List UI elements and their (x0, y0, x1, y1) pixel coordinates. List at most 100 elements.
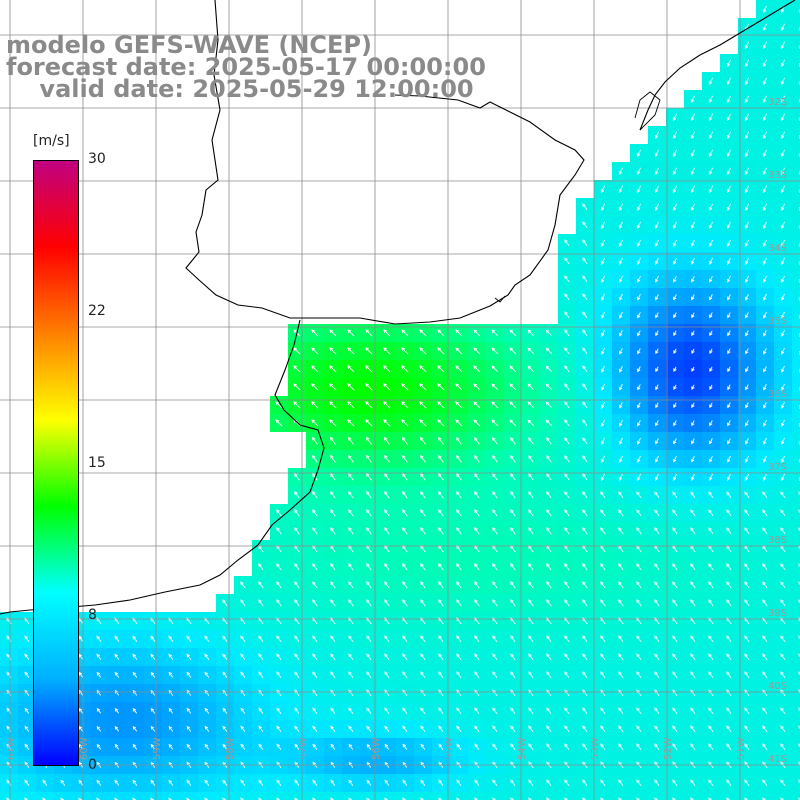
wind-arrow (348, 707, 354, 715)
wind-arrow (564, 311, 570, 319)
wind-arrow (222, 653, 228, 660)
wind-arrow (329, 347, 337, 355)
wind-cell (792, 432, 800, 450)
wind-cell (306, 792, 324, 800)
wind-arrow (456, 581, 462, 589)
wind-arrow (329, 383, 337, 391)
wind-arrow (276, 509, 282, 517)
wind-arrow (654, 653, 660, 661)
wind-arrow (618, 185, 624, 194)
wind-arrow (708, 149, 714, 158)
wind-arrow (546, 509, 552, 517)
wind-arrow (654, 779, 660, 787)
wind-arrow (24, 725, 30, 732)
wind-arrow (510, 581, 516, 589)
wind-arrow (492, 635, 498, 643)
wind-arrow (456, 653, 462, 661)
wind-arrow (780, 563, 786, 571)
wind-arrow (582, 527, 588, 535)
colorbar-tick-22: 22 (88, 303, 106, 319)
wind-arrow (312, 725, 318, 732)
latitude-label: 39S (768, 608, 787, 619)
wind-arrow (780, 401, 785, 409)
wind-arrow (366, 743, 372, 750)
wind-arrow (655, 420, 659, 427)
wind-arrow (348, 635, 354, 643)
wind-arrow (437, 401, 445, 409)
wind-arrow (329, 329, 337, 337)
wind-arrow (365, 365, 373, 373)
wind-arrow (600, 401, 605, 409)
wind-arrow (745, 402, 749, 409)
wind-arrow (419, 436, 426, 445)
wind-arrow (655, 402, 659, 409)
wind-arrow (276, 527, 282, 535)
wind-arrow (582, 743, 588, 751)
wind-arrow (691, 275, 695, 283)
wind-arrow (492, 743, 498, 751)
wind-arrow (330, 527, 336, 535)
wind-arrow (655, 438, 659, 445)
wind-arrow (240, 707, 246, 714)
wind-cell (792, 558, 800, 576)
wind-arrow (366, 509, 372, 517)
wind-arrow (690, 653, 696, 661)
wind-arrow (763, 419, 767, 427)
wind-arrow (709, 438, 713, 445)
wind-arrow (780, 23, 786, 32)
wind-cell (108, 792, 126, 800)
forecast-date: forecast date: 2025-05-17 00:00:00 (6, 53, 486, 81)
wind-arrow (582, 293, 588, 301)
wind-arrow (312, 671, 318, 679)
wind-arrow (312, 635, 318, 643)
wind-arrow (690, 509, 696, 517)
wind-arrow (637, 420, 641, 427)
wind-arrow (258, 635, 264, 643)
wind-arrow (655, 384, 659, 391)
wind-cell (792, 198, 800, 216)
wind-arrow (492, 455, 498, 463)
wind-arrow (708, 743, 714, 751)
wind-arrow (509, 401, 517, 409)
wind-arrow (311, 436, 318, 445)
wind-arrow (708, 167, 714, 176)
wind-arrow (114, 707, 120, 714)
wind-arrow (438, 797, 442, 800)
wind-arrow (780, 491, 786, 499)
wind-arrow (564, 707, 570, 715)
wind-arrow (528, 797, 532, 800)
wind-arrow (330, 599, 336, 607)
wind-arrow (690, 149, 696, 158)
wind-arrow (726, 113, 732, 122)
wind-arrow (744, 527, 750, 535)
wind-arrow (474, 455, 480, 463)
wind-arrow (456, 509, 462, 517)
wind-arrow (582, 311, 588, 319)
wind-arrow (330, 725, 336, 732)
wind-arrow (240, 743, 246, 750)
wind-arrow (637, 437, 641, 445)
wind-arrow (456, 491, 462, 499)
wind-arrow (564, 473, 570, 481)
wind-arrow (762, 671, 768, 679)
wind-arrow (600, 653, 606, 661)
wind-arrow (528, 779, 534, 787)
wind-arrow (762, 167, 768, 176)
wind-arrow (347, 419, 355, 427)
wind-arrow (473, 401, 481, 409)
latitude-label: 37S (768, 462, 787, 473)
wind-arrow (545, 365, 553, 373)
wind-arrow (673, 330, 677, 337)
wind-arrow (708, 725, 714, 733)
wind-arrow (384, 743, 390, 750)
wind-arrow (402, 491, 408, 499)
colorbar-tick-0: 0 (88, 757, 97, 773)
wind-cell (792, 504, 800, 522)
wind-arrow (654, 167, 660, 176)
wind-arrow (348, 599, 354, 607)
wind-arrow (312, 779, 318, 786)
wind-arrow (762, 527, 768, 535)
wind-arrow (24, 743, 30, 750)
wind-arrow (762, 599, 768, 607)
wind-arrow (600, 257, 605, 265)
